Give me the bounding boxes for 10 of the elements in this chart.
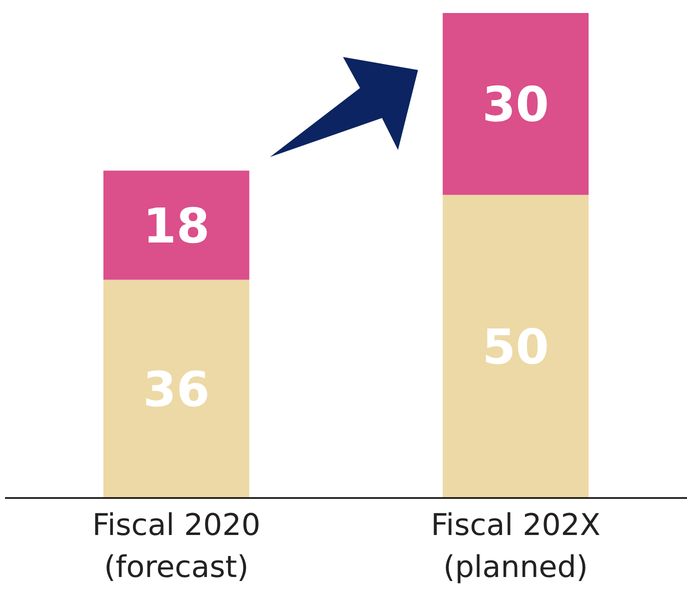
- data-label: 50: [482, 320, 550, 376]
- bar: [103, 280, 250, 498]
- x-tick-label: Fiscal 202X (planned): [430, 508, 600, 585]
- bar: [442, 13, 589, 195]
- data-label: 18: [142, 198, 210, 254]
- bar: [103, 170, 250, 280]
- x-tick-label: Fiscal 2020 (forecast): [92, 508, 260, 585]
- data-label: 30: [482, 77, 550, 134]
- data-label: 36: [142, 362, 210, 418]
- bar: [442, 194, 589, 498]
